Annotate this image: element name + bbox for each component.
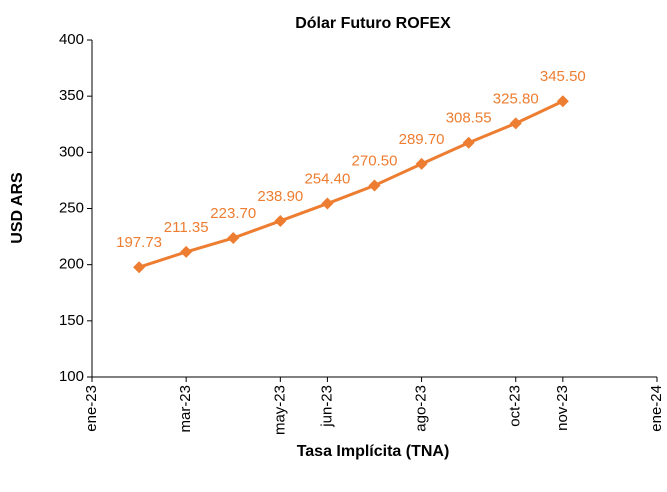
marker [462,136,475,149]
marker [227,232,240,245]
marker [556,95,569,108]
marker [274,214,287,227]
y-tick-label: 250 [59,199,84,216]
data-label: 197.73 [116,234,162,251]
x-tick-label: nov-23 [554,385,571,431]
chart-title: Dólar Futuro ROFEX [295,15,451,32]
marker [180,245,193,258]
marker [415,157,428,170]
y-tick-label: 300 [59,143,84,160]
marker [133,261,146,274]
marker [509,117,522,130]
x-tick-label: oct-23 [507,385,524,427]
data-label: 211.35 [164,219,209,236]
y-tick-label: 400 [59,31,84,48]
marker [321,197,334,210]
x-axis-title: Tasa Implícita (TNA) [297,443,450,460]
y-tick-label: 200 [59,256,84,273]
data-label: 289.70 [399,131,445,148]
data-label: 345.50 [540,68,586,85]
data-label: 308.55 [446,110,492,127]
x-tick-label: ene-23 [83,385,100,432]
marker [368,179,381,192]
data-label: 270.50 [352,152,398,169]
x-tick-label: jun-23 [318,385,335,428]
line [138,99,564,269]
y-tick-label: 150 [59,312,84,329]
data-label: 325.80 [493,90,539,107]
x-tick-label: mar-23 [177,385,194,433]
y-tick-label: 100 [59,368,84,385]
y-tick-label: 350 [59,87,84,104]
data-label: 254.40 [304,171,350,188]
x-tick-label: may-23 [271,385,288,435]
data-label: 223.70 [210,205,256,222]
data-label: 238.90 [257,188,303,205]
x-tick-label: ago-23 [413,385,430,432]
y-axis-title: USD ARS [9,172,26,244]
x-tick-label: ene-24 [648,385,665,432]
